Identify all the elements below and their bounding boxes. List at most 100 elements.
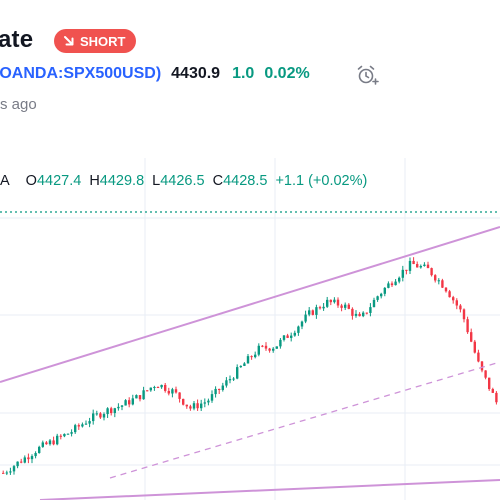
candle-body xyxy=(398,277,401,282)
high-label: H xyxy=(89,173,100,189)
candle-body xyxy=(45,442,48,445)
candle-body xyxy=(275,346,278,349)
candle-body xyxy=(113,408,116,414)
low-value: 4426.5 xyxy=(160,173,205,189)
ohlc-legend: A O 4427.4 H 4429.8 L 4426.5 C 4428.5 +1.1 (… xyxy=(0,170,367,192)
close-label: C xyxy=(212,173,224,189)
candle-body xyxy=(174,389,178,393)
candle-body xyxy=(300,321,304,327)
candle-body xyxy=(380,293,383,297)
candle-body xyxy=(102,414,106,418)
candle-body xyxy=(444,287,448,292)
candle-body xyxy=(416,264,419,268)
candle-body xyxy=(333,299,336,303)
candle-body xyxy=(376,296,379,300)
candle-body xyxy=(268,348,271,351)
candle-body xyxy=(272,348,275,351)
candle-body xyxy=(9,471,12,473)
candle-body xyxy=(390,283,394,286)
candlestick-series xyxy=(2,257,498,476)
candle-body xyxy=(358,313,361,317)
candle-body xyxy=(88,421,91,424)
candle-body xyxy=(459,305,462,310)
candle-body xyxy=(138,395,142,400)
published-time: s ago xyxy=(0,96,37,113)
candle-body xyxy=(52,440,55,445)
candle-body xyxy=(196,403,199,409)
candle-body xyxy=(228,379,232,381)
candle-body xyxy=(99,413,102,418)
close-value: 4428.5 xyxy=(223,173,268,189)
candle-body xyxy=(120,405,124,407)
channel-lower-line xyxy=(39,479,500,500)
candle-body xyxy=(408,260,412,271)
candle-body xyxy=(336,299,340,306)
candle-body xyxy=(491,389,494,393)
open-label: O xyxy=(25,173,37,189)
candle-body xyxy=(153,387,156,389)
candle-body xyxy=(318,307,322,309)
candle-body xyxy=(149,387,152,391)
candle-body xyxy=(354,313,358,316)
candle-body xyxy=(146,390,149,392)
candle-body xyxy=(218,388,221,390)
candle-body xyxy=(383,287,386,294)
price-change-percent: 0.02% xyxy=(264,65,310,82)
candle-body xyxy=(95,413,98,415)
candle-body xyxy=(189,406,192,409)
candle-body xyxy=(23,457,26,463)
candle-body xyxy=(282,335,286,340)
candle-body xyxy=(495,392,498,403)
alarm-clock-plus-icon[interactable] xyxy=(355,63,379,92)
candle-body xyxy=(362,312,365,317)
candle-body xyxy=(117,406,120,409)
candle-body xyxy=(63,433,66,437)
candle-body xyxy=(452,297,455,301)
candle-body xyxy=(279,339,282,347)
candle-body xyxy=(437,280,440,282)
candle-body xyxy=(372,299,376,308)
candle-body xyxy=(66,433,70,435)
candle-body xyxy=(477,352,480,362)
candle-body xyxy=(207,400,210,403)
candle-body xyxy=(142,390,145,400)
candle-body xyxy=(106,408,109,415)
price-change: 1.0 xyxy=(232,65,255,82)
price-chart[interactable] xyxy=(0,158,500,500)
short-badge: SHORT xyxy=(54,29,136,53)
candle-body xyxy=(423,264,426,267)
candle-body xyxy=(480,361,484,371)
candle-body xyxy=(308,310,311,315)
candle-body xyxy=(48,440,52,445)
candle-body xyxy=(30,456,34,460)
candle-body xyxy=(473,341,476,353)
candle-body xyxy=(347,304,350,309)
candle-body xyxy=(315,307,318,315)
candle-body xyxy=(250,356,253,358)
candle-body xyxy=(239,365,242,368)
candle-body xyxy=(27,457,30,460)
candle-body xyxy=(466,319,469,333)
candle-body xyxy=(214,388,217,395)
candle-body xyxy=(419,266,422,268)
candle-body xyxy=(210,394,214,401)
open-value: 4427.4 xyxy=(36,173,82,189)
candle-body xyxy=(156,387,160,389)
candle-body xyxy=(329,299,332,303)
header: ate SHORT (OANDA:SPX500USD) 4430.9 1.0 0… xyxy=(0,0,500,160)
candle-body xyxy=(12,466,16,472)
symbol-link[interactable]: (OANDA:SPX500USD) xyxy=(0,65,162,82)
candle-body xyxy=(257,345,260,355)
candle-body xyxy=(192,403,196,409)
candle-body xyxy=(225,380,228,386)
candle-body xyxy=(311,310,314,315)
candle-body xyxy=(128,400,131,405)
candle-body xyxy=(164,384,167,391)
candle-body xyxy=(203,402,206,404)
candle-body xyxy=(286,335,289,338)
candle-body xyxy=(488,377,491,390)
candle-body xyxy=(394,281,397,286)
candle-body xyxy=(34,453,37,457)
candle-body xyxy=(326,299,329,307)
candle-body xyxy=(232,378,235,380)
